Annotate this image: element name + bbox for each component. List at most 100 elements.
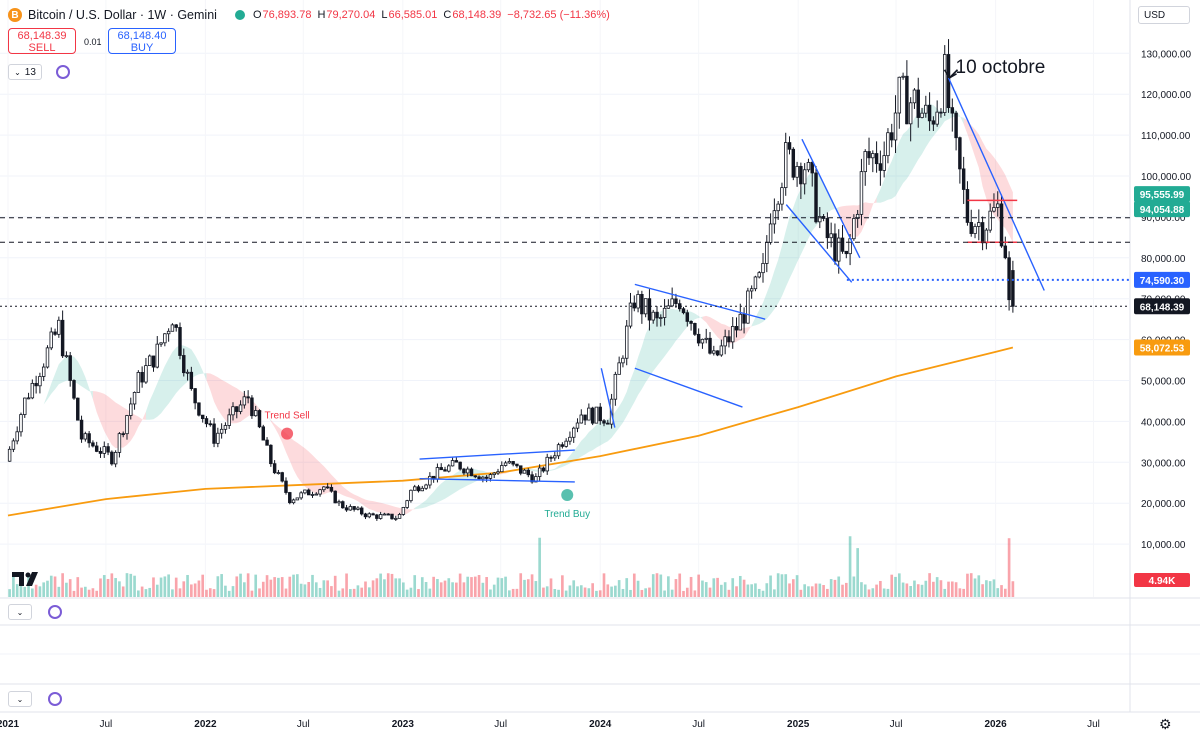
- logo-part: [12, 572, 24, 586]
- candle-body: [927, 104, 932, 122]
- candle-body: [72, 380, 76, 399]
- pane-collapse-button-2[interactable]: ⌄: [8, 691, 32, 707]
- trend-line[interactable]: [947, 77, 1045, 291]
- buy-button[interactable]: 68,148.40 BUY: [108, 28, 176, 54]
- candle-body: [246, 396, 250, 399]
- candle-body: [980, 222, 985, 244]
- volume-bar: [947, 581, 950, 597]
- volume-bar: [91, 588, 95, 597]
- candle-body: [60, 319, 65, 357]
- candle: [969, 209, 973, 237]
- candle-body: [367, 513, 372, 518]
- candle-body: [322, 486, 326, 491]
- sell-button[interactable]: 68,148.39 SELL: [8, 28, 76, 54]
- candle-body: [810, 162, 814, 174]
- candle: [579, 409, 584, 424]
- candle-body: [553, 455, 557, 459]
- volume-bar: [591, 583, 594, 597]
- volume-bar: [27, 575, 30, 597]
- candle: [53, 328, 57, 336]
- y-tick-label: 100,000.00: [1141, 172, 1191, 183]
- candle: [106, 443, 110, 456]
- candle: [325, 483, 330, 489]
- y-tick-label: 20,000.00: [1141, 499, 1186, 510]
- candle-body: [749, 288, 754, 292]
- volume-bar: [84, 586, 87, 597]
- volume-bar: [576, 586, 579, 597]
- candle-body: [719, 345, 724, 356]
- candle: [882, 141, 886, 178]
- candle: [731, 317, 735, 349]
- candle-body: [530, 474, 534, 483]
- candle: [151, 355, 156, 372]
- trend-band: [516, 308, 703, 472]
- channel-line[interactable]: [600, 368, 616, 428]
- trend-buy-marker[interactable]: [561, 489, 574, 502]
- channel-line[interactable]: [801, 138, 861, 259]
- candle: [212, 418, 216, 448]
- volume-bar: [689, 576, 693, 597]
- trend-band: [92, 391, 146, 449]
- candle-body: [378, 514, 383, 519]
- volume-bar: [106, 578, 110, 597]
- candle-body: [905, 75, 909, 125]
- candle-body: [958, 137, 962, 170]
- candle-body: [98, 451, 103, 454]
- candle: [68, 351, 72, 387]
- volume-bar: [137, 590, 140, 597]
- candle: [541, 466, 546, 473]
- candle-body: [784, 142, 788, 189]
- candle-body: [901, 75, 905, 78]
- candle: [545, 453, 549, 475]
- gear-icon[interactable]: ⚙: [1159, 716, 1172, 732]
- candle-body: [185, 371, 190, 374]
- sync-icon[interactable]: [48, 605, 62, 619]
- channel-line[interactable]: [634, 283, 766, 320]
- sync-icon[interactable]: [48, 692, 62, 706]
- candle-body: [333, 490, 337, 504]
- candle: [723, 329, 727, 355]
- candle-body: [647, 298, 652, 321]
- channel-line[interactable]: [419, 477, 575, 483]
- candle: [772, 198, 777, 234]
- candle-body: [924, 104, 928, 114]
- currency-select[interactable]: USD: [1138, 6, 1190, 24]
- channel-line[interactable]: [419, 449, 575, 460]
- volume-bar: [394, 578, 398, 597]
- volume-bar: [481, 582, 485, 597]
- volume-bar: [8, 589, 11, 597]
- volume-bar: [121, 586, 125, 597]
- volume-bar: [848, 536, 852, 597]
- candle: [719, 339, 724, 357]
- channel-line[interactable]: [785, 204, 853, 283]
- candle: [852, 214, 856, 241]
- candle-body: [231, 406, 235, 416]
- candle: [235, 406, 239, 419]
- candle-body: [462, 468, 466, 474]
- sell-label: SELL: [28, 42, 56, 54]
- candle-body: [840, 237, 845, 252]
- volume-bar: [598, 590, 602, 597]
- candle: [954, 110, 958, 151]
- volume-bar: [841, 584, 844, 597]
- candle-body: [806, 162, 811, 171]
- volume-bar: [417, 589, 420, 597]
- candle: [746, 287, 750, 324]
- pane-collapse-button-1[interactable]: ⌄: [8, 604, 32, 620]
- symbol-title[interactable]: Bitcoin / U.S. Dollar · 1W · Gemini: [28, 8, 217, 22]
- volume-bar: [23, 586, 27, 597]
- candle: [897, 76, 902, 129]
- indicators-toggle[interactable]: ⌄ 13: [8, 64, 42, 80]
- volume-bar: [856, 548, 859, 597]
- candle-body: [696, 333, 701, 344]
- trend-sell-marker[interactable]: [281, 427, 294, 440]
- candle: [337, 499, 341, 507]
- candle: [674, 293, 678, 308]
- candle: [38, 372, 42, 394]
- sync-icon[interactable]: [56, 65, 70, 79]
- candle-body: [666, 305, 671, 309]
- candle-body: [113, 451, 118, 465]
- channel-line[interactable]: [634, 367, 743, 408]
- volume-bar: [197, 580, 201, 597]
